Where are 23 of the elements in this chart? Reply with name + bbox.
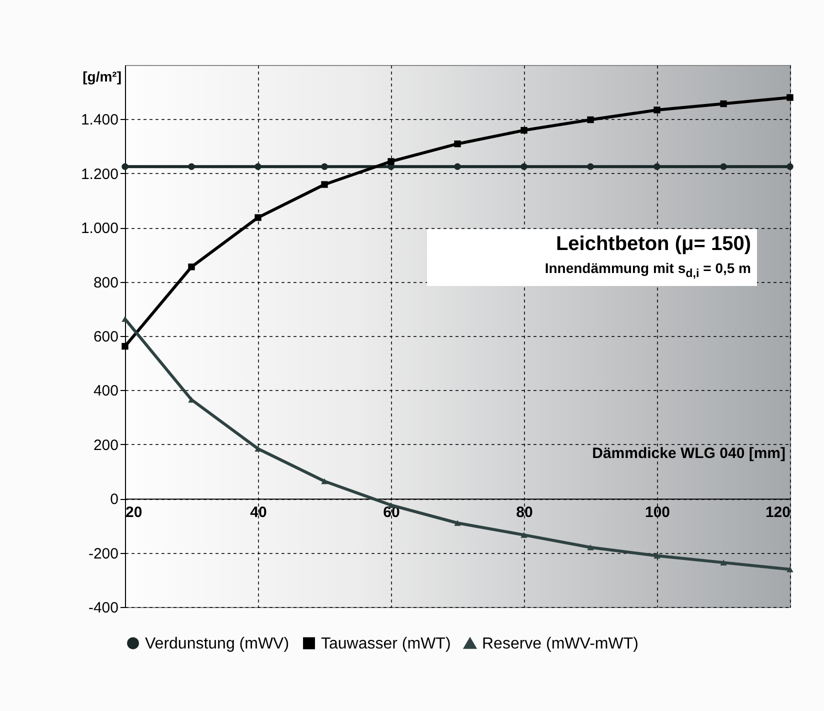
y-tick-label: -400 bbox=[88, 600, 118, 616]
x-tick-label: 80 bbox=[516, 504, 533, 522]
legend-label: Tauwasser (mWT) bbox=[321, 635, 451, 652]
annotation: Leichtbeton (μ= 150) bbox=[554, 233, 751, 256]
y-axis-title: [g/m²] bbox=[82, 68, 122, 84]
y-tick-label: 0 bbox=[110, 491, 118, 508]
annotation: Innendämmung mit s$_{d,i}$ = 0,5 m bbox=[544, 260, 751, 280]
x-tick-label: 100 bbox=[644, 504, 670, 522]
y-tick-label: 1.000 bbox=[80, 220, 118, 238]
y-tick-label: 400 bbox=[93, 382, 118, 400]
x-tick-label: 120 bbox=[765, 504, 790, 522]
x-tick-label: 20 bbox=[126, 504, 142, 522]
x-tick-label: 40 bbox=[250, 504, 267, 522]
y-tick-label: -200 bbox=[88, 545, 118, 562]
text-box: Leichtbeton (μ= 150) Innendämmung mit s$_{d,i}$ = 0,5 m bbox=[427, 229, 757, 286]
legend-label: Verdunstung (mWV) bbox=[145, 635, 290, 652]
y-tick-label: 1.200 bbox=[80, 166, 118, 183]
y-tick-label: 600 bbox=[93, 328, 118, 346]
y-tick-label: 200 bbox=[93, 436, 118, 454]
y-tick-label: 800 bbox=[93, 274, 118, 292]
legend-label: Reserve (mWV-mWT) bbox=[482, 636, 638, 653]
y-tick-label: 1.400 bbox=[80, 112, 118, 129]
x-axis-title: Dämmdicke WLG 040 [mm] bbox=[592, 445, 786, 462]
